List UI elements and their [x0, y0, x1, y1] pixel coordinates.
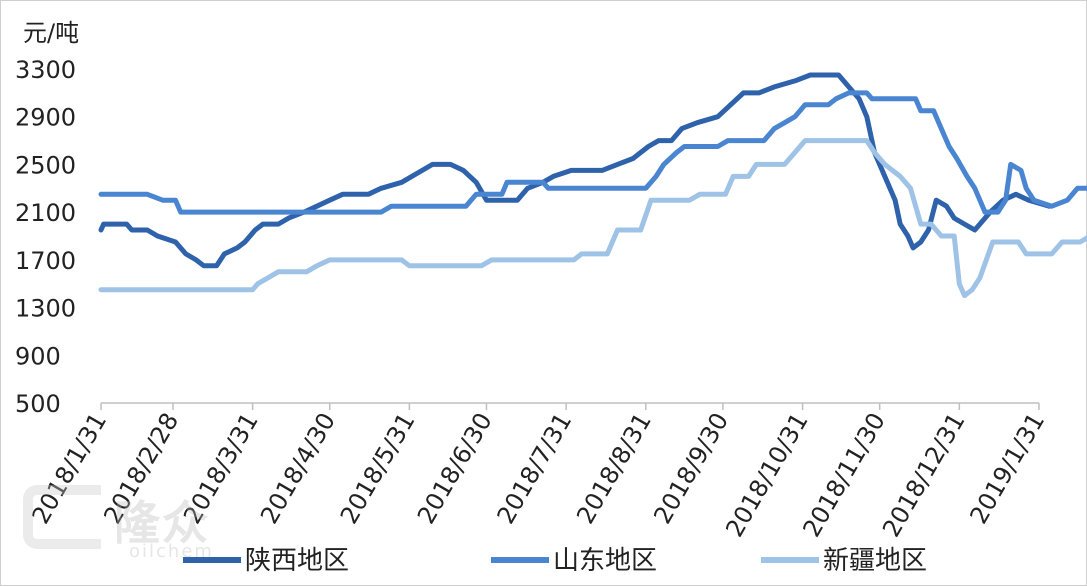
- y-tick-labels: 500 900 1300 1700 2100 2500 2900 3300: [15, 56, 76, 418]
- series-line-3: [98, 138, 1087, 299]
- y-tick-label: 2500: [15, 151, 76, 179]
- x-tick-label: 2018/9/30: [648, 408, 734, 529]
- x-tick-label: 2018/11/30: [797, 408, 890, 542]
- series-line-2: [98, 90, 1087, 215]
- y-unit-label: 元/吨: [23, 19, 80, 47]
- x-tick-label: 2018/5/31: [335, 408, 421, 529]
- legend-label: 山东地区: [553, 546, 657, 576]
- series-lines: [98, 72, 1087, 299]
- y-tick-label: 900: [15, 342, 61, 370]
- x-tick-label: 2018/12/31: [877, 408, 970, 542]
- x-tick-label: 2018/7/31: [492, 408, 578, 529]
- x-tick-label: 2018/10/31: [720, 408, 813, 542]
- x-tick-label: 2019/1/31: [964, 408, 1050, 529]
- y-tick-label: 3300: [15, 56, 76, 84]
- legend: 陕西地区 山东地区 新疆地区: [183, 546, 927, 576]
- x-tick-label: 2018/8/31: [571, 408, 657, 529]
- legend-label: 新疆地区: [823, 546, 927, 576]
- series-line-1: [98, 72, 1052, 269]
- y-tick-label: 1300: [15, 295, 76, 323]
- watermark-sub: oilchem: [129, 541, 214, 562]
- watermark-brand: 隆众: [114, 496, 210, 550]
- y-tick-label: 500: [15, 390, 61, 418]
- x-tick-label: 2018/6/30: [412, 408, 498, 529]
- legend-label: 陕西地区: [245, 546, 349, 576]
- x-tick-label: 2018/4/30: [255, 408, 341, 529]
- y-tick-label: 2900: [15, 104, 76, 132]
- watermark-logo-icon: [23, 485, 101, 549]
- watermark: 隆众 oilchem: [19, 479, 219, 569]
- y-tick-label: 1700: [15, 247, 76, 275]
- y-tick-label: 2100: [15, 199, 76, 227]
- axes: [100, 402, 1040, 410]
